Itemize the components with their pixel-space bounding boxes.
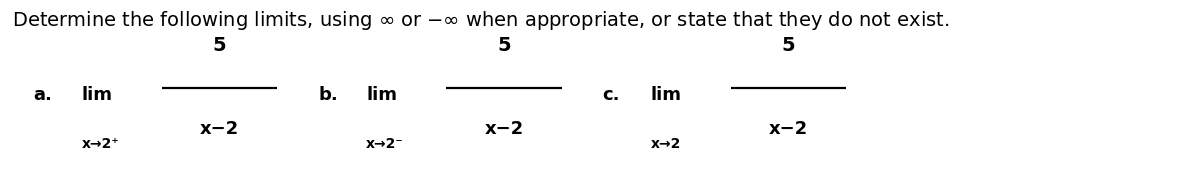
Text: 5: 5 [497,36,511,55]
Text: x→2⁺: x→2⁺ [82,136,119,150]
Text: b.: b. [318,86,337,103]
Text: Determine the following limits, using $\infty$ or $-\infty$ when appropriate, or: Determine the following limits, using $\… [12,9,949,32]
Text: x−2: x−2 [769,121,808,138]
Text: x−2: x−2 [485,121,523,138]
Text: lim: lim [366,86,397,103]
Text: 5: 5 [781,36,796,55]
Text: x→2: x→2 [650,136,680,150]
Text: lim: lim [650,86,682,103]
Text: 5: 5 [212,36,227,55]
Text: a.: a. [34,86,53,103]
Text: lim: lim [82,86,113,103]
Text: x→2⁻: x→2⁻ [366,136,403,150]
Text: c.: c. [602,86,620,103]
Text: x−2: x−2 [200,121,239,138]
